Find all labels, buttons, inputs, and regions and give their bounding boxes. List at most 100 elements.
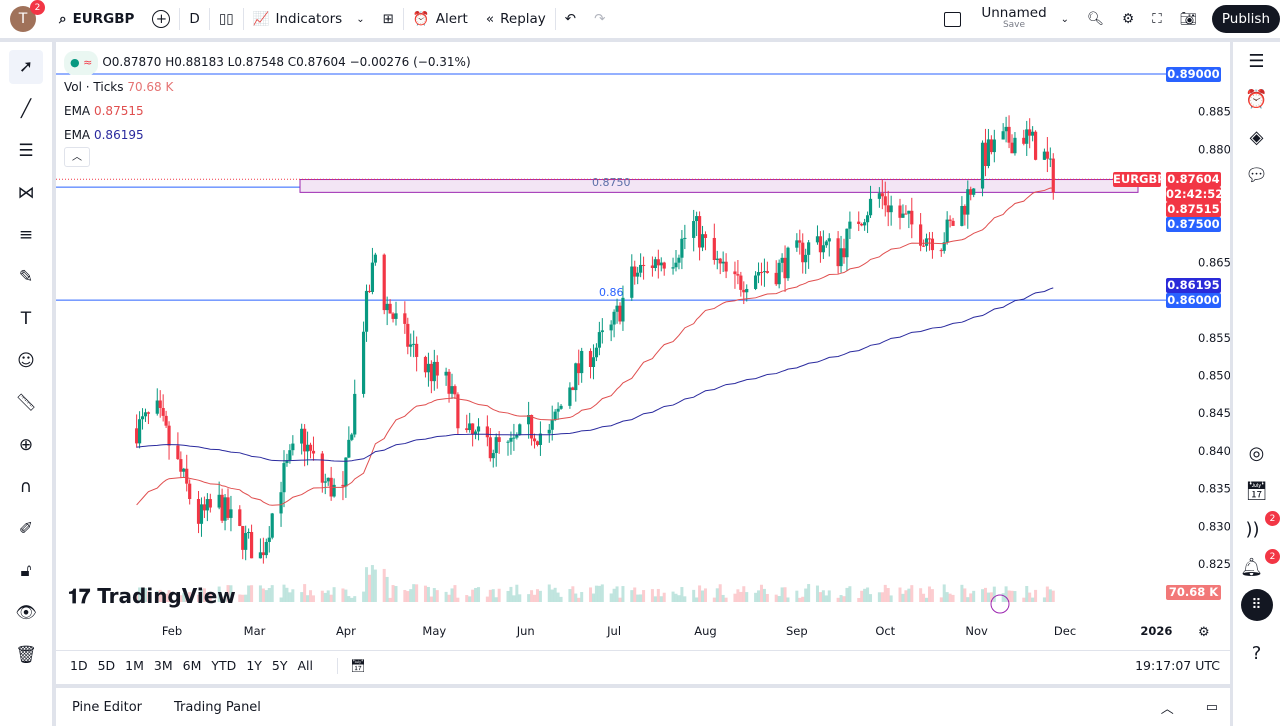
templates-button[interactable]: ⊞ [374, 0, 403, 38]
range-5y[interactable]: 5Y [271, 658, 288, 673]
date-range-icon[interactable]: 📅︎ [337, 657, 366, 674]
volume-bar [135, 595, 139, 602]
candle-body [848, 221, 852, 229]
lock-icon[interactable]: 🔓︎ [20, 561, 32, 581]
help-icon[interactable]: ? [1251, 642, 1262, 664]
tab-pine-editor[interactable]: Pine Editor [72, 699, 143, 715]
candle-body [1022, 137, 1026, 144]
candle-body [208, 499, 212, 508]
brush-icon[interactable]: ✎ [18, 267, 34, 287]
range-1y[interactable]: 1Y [246, 658, 262, 673]
redo-button[interactable]: ↷ [585, 0, 614, 38]
range-1m[interactable]: 1M [125, 658, 144, 673]
eye-icon[interactable]: 👁︎ [15, 603, 37, 623]
replay-label: Replay [500, 11, 546, 27]
volume-bar [898, 587, 902, 602]
candle-body [308, 444, 313, 451]
chart-type-button[interactable]: ▯▯ [210, 0, 243, 38]
volume-bar [948, 593, 952, 602]
chat-icon[interactable]: 💬︎ [1245, 164, 1268, 186]
fullscreen-button[interactable]: ⛶ [1143, 0, 1170, 38]
candle-body [1010, 142, 1014, 154]
volume-bar [762, 588, 766, 602]
calendar-icon[interactable]: 📅︎ [1245, 480, 1268, 502]
candle-body [550, 420, 554, 430]
apps-grid-icon[interactable]: ⠿ [1233, 586, 1280, 624]
range-ytd[interactable]: YTD [211, 658, 237, 673]
ruler-icon[interactable]: 📏︎ [15, 393, 37, 413]
legend: ● ≈ O0.87870 H0.88183 L0.87548 C0.87604 −… [64, 50, 471, 167]
magnet-icon[interactable]: ∩ [19, 477, 33, 497]
candle-body [529, 415, 534, 439]
range-3m[interactable]: 3M [153, 658, 173, 673]
candle-body [845, 228, 849, 258]
fib-icon[interactable]: ≡ [18, 225, 34, 245]
volume-bar [633, 587, 637, 602]
compare-button[interactable]: + [143, 0, 179, 38]
candle-body [553, 411, 557, 421]
layers-icon[interactable]: ◈ [1249, 126, 1264, 148]
candle-body [594, 347, 599, 358]
candle-body [571, 387, 575, 391]
range-all[interactable]: All [297, 658, 314, 673]
time-tick: Jul [606, 624, 621, 638]
collapse-legend-button[interactable]: ︿ [64, 147, 90, 167]
volume-bar [739, 591, 743, 602]
range-6m[interactable]: 6M [182, 658, 202, 673]
volume-bar [839, 595, 843, 602]
candle-body [258, 552, 263, 559]
publish-button[interactable]: Publish [1211, 5, 1280, 33]
target-icon[interactable]: ◎ [1248, 442, 1265, 464]
volume-bar [365, 567, 369, 602]
volume-bar [907, 588, 911, 602]
alerts-clock-icon[interactable]: ⏰ [1245, 88, 1268, 110]
horizontal-lines-icon[interactable]: ☰ [18, 141, 34, 161]
ema-fast-label: EMA [64, 104, 91, 118]
symbol-search[interactable]: ⌕ EURGBP [50, 0, 143, 38]
candle-body [659, 262, 663, 266]
volume-bar [453, 585, 457, 602]
plus-circle-icon: + [152, 10, 171, 28]
range-1d[interactable]: 1D [70, 658, 88, 673]
price-chart[interactable]: 0.88500 0.88000 0.86500 0.85500 0.85000 0.845… [56, 42, 1230, 650]
volume-bar [597, 585, 601, 602]
tab-trading-panel[interactable]: Trading Panel [174, 699, 261, 715]
feed-icon[interactable]: )) 2 [1233, 510, 1280, 548]
range-5d[interactable]: 5D [97, 658, 116, 673]
cursor-icon[interactable]: ➚ [9, 50, 43, 84]
trash-icon[interactable]: 🗑︎ [15, 645, 37, 665]
volume-bar [777, 596, 781, 602]
text-icon[interactable]: T [20, 309, 32, 329]
maximize-panel-icon[interactable]: ▭ [1205, 699, 1218, 715]
clock[interactable]: 19:17:07 UTC [1135, 658, 1220, 673]
trend-line-icon[interactable]: ╱ [20, 99, 32, 119]
replay-button[interactable]: « Replay [477, 0, 555, 38]
candle-body [942, 242, 946, 251]
zoom-in-icon[interactable]: ⊕ [18, 435, 34, 455]
pattern-icon[interactable]: ⋈ [17, 183, 35, 203]
notifications-badge: 2 [1265, 549, 1280, 564]
layout-button[interactable]: Unnamed Save ⌄ [935, 0, 1078, 38]
quick-search-button[interactable]: 🔍︎ [1078, 0, 1113, 38]
collapse-panel-icon[interactable]: ︿ [1160, 701, 1174, 717]
right-sidebar: ☰ ⏰ ◈ 💬︎ ◎ 📅︎ )) 2 🔔︎ 2 ⠿ ? [1233, 42, 1280, 726]
time-tick: Feb [162, 624, 182, 638]
lock-drawing-icon[interactable]: ✐ [18, 519, 34, 539]
chart-pane[interactable]: 0.88500 0.88000 0.86500 0.85500 0.85000 0.845… [56, 42, 1230, 684]
alert-button[interactable]: ⏰ Alert [404, 0, 477, 38]
volume-bar [972, 590, 976, 602]
emoji-icon[interactable]: ☺ [17, 351, 35, 371]
bell-icon[interactable]: 🔔︎ 2 [1233, 548, 1280, 586]
candle-body [898, 205, 902, 218]
volume-bar [600, 584, 604, 602]
volume-bar [556, 592, 560, 602]
candle-body [621, 297, 625, 322]
indicators-button[interactable]: 📈 Indicators ⌄ [244, 0, 374, 38]
watchlist-icon[interactable]: ☰ [1248, 50, 1265, 72]
interval-button[interactable]: D [189, 11, 200, 27]
undo-button[interactable]: ↶ [556, 0, 585, 38]
candle-body [1001, 131, 1005, 140]
settings-button[interactable]: ⚙ [1113, 0, 1143, 38]
snapshot-button[interactable]: 📷︎ [1171, 0, 1206, 38]
